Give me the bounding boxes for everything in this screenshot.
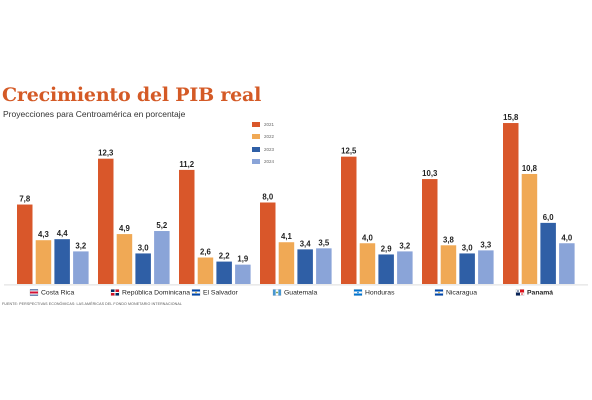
el-salvador-flag-icon: [191, 289, 201, 296]
source-note: FUENTE: PERSPECTIVAS ECONÓMICAS: LAS AMÉ…: [2, 302, 182, 306]
bar-2024-3: [316, 248, 332, 284]
bar-2021-2: [179, 169, 195, 284]
value-label-2023-5: 3,0: [462, 243, 474, 252]
value-label-2021-0: 7,8: [19, 195, 31, 204]
bar-2021-6: [503, 123, 519, 284]
bar-2022-0: [35, 240, 52, 284]
bar-2022-3: [278, 242, 295, 284]
costa-rica-flag-icon: [29, 289, 39, 296]
legend-swatch-2024: [252, 159, 260, 165]
legend-item-2023: 2023: [252, 143, 274, 156]
category-label-4: Honduras: [365, 290, 395, 297]
bar-2022-6: [521, 173, 538, 284]
value-label-2021-3: 8,0: [262, 193, 274, 202]
category-label-5: Nicaragua: [446, 290, 477, 297]
category-label-0: Costa Rica: [41, 290, 74, 297]
bar-2023-6: [540, 222, 556, 284]
value-label-2023-6: 6,0: [543, 213, 555, 222]
value-label-2023-4: 2,9: [381, 244, 393, 253]
value-label-2024-4: 3,2: [399, 241, 411, 250]
bar-2021-4: [341, 156, 357, 284]
bar-2023-0: [54, 239, 70, 284]
value-label-2024-3: 3,5: [318, 238, 330, 247]
honduras-flag-icon: [353, 289, 363, 296]
legend-label-2024: 2024: [264, 159, 275, 165]
value-label-2021-4: 12,5: [341, 147, 357, 156]
bar-2022-5: [440, 245, 457, 284]
category-label-6: Panamá: [527, 290, 553, 297]
value-label-2022-1: 4,9: [119, 224, 131, 233]
value-label-2021-1: 12,3: [98, 149, 114, 158]
value-label-2021-6: 15,8: [503, 113, 519, 122]
legend-label-2023: 2023: [264, 146, 275, 152]
legend-label-2022: 2022: [264, 134, 275, 140]
bar-2021-5: [422, 179, 438, 284]
value-label-2021-5: 10,3: [422, 169, 438, 178]
bar-2024-2: [235, 264, 251, 284]
bar-2024-4: [397, 251, 413, 284]
legend-swatch-2021: [252, 121, 260, 127]
value-label-2024-2: 1,9: [237, 255, 249, 264]
bar-2021-3: [260, 202, 276, 284]
legend-label-2021: 2021: [264, 121, 275, 127]
bar-2024-6: [559, 243, 575, 284]
legend-swatch-2023: [252, 146, 260, 152]
bar-2022-2: [197, 257, 214, 284]
category-label-3: Guatemala: [284, 290, 317, 297]
dominican-republic-flag-icon: [110, 289, 120, 296]
panama-flag-icon: [515, 289, 525, 296]
category-label-1: República Dominicana: [122, 290, 190, 297]
bar-2023-2: [216, 261, 232, 284]
guatemala-flag-icon: [272, 289, 282, 296]
value-label-2024-1: 5,2: [156, 221, 168, 230]
nicaragua-flag-icon: [434, 289, 444, 296]
value-label-2022-2: 2,6: [200, 248, 212, 257]
legend-item-2024: 2024: [252, 156, 274, 169]
bar-2021-0: [17, 204, 33, 284]
value-label-2024-5: 3,3: [480, 240, 492, 249]
category-label-2: El Salvador: [203, 290, 238, 297]
bar-2023-4: [378, 254, 394, 284]
value-label-2024-6: 4,0: [561, 233, 573, 242]
value-label-2022-4: 4,0: [362, 233, 374, 242]
bar-2024-0: [73, 251, 89, 284]
value-label-2023-2: 2,2: [219, 252, 231, 261]
bar-2022-4: [359, 243, 376, 284]
bar-2022-1: [116, 234, 133, 284]
bar-2021-1: [98, 158, 114, 284]
value-label-2023-3: 3,4: [300, 239, 312, 248]
value-label-2023-0: 4,4: [57, 229, 69, 238]
legend-item-2021: 2021: [252, 118, 274, 131]
bar-2023-5: [459, 253, 475, 284]
bar-2023-1: [135, 253, 151, 284]
value-label-2022-0: 4,3: [38, 230, 50, 239]
legend-swatch-2022: [252, 134, 260, 140]
chart-subtitle: Proyecciones para Centroamérica en porce…: [3, 109, 186, 119]
value-label-2022-5: 3,8: [443, 235, 455, 244]
bar-2024-5: [478, 250, 494, 284]
value-label-2022-3: 4,1: [281, 232, 293, 241]
value-label-2022-6: 10,8: [522, 164, 538, 173]
legend-item-2022: 2022: [252, 131, 274, 144]
value-label-2024-0: 3,2: [75, 241, 87, 250]
bar-2023-3: [297, 249, 313, 284]
bar-2024-1: [154, 231, 170, 284]
value-label-2023-1: 3,0: [138, 243, 150, 252]
chart-title: Crecimiento del PIB real: [2, 84, 262, 106]
chart-legend: 2021 2022 2023 2024: [252, 118, 274, 168]
value-label-2021-2: 11,2: [179, 160, 194, 169]
